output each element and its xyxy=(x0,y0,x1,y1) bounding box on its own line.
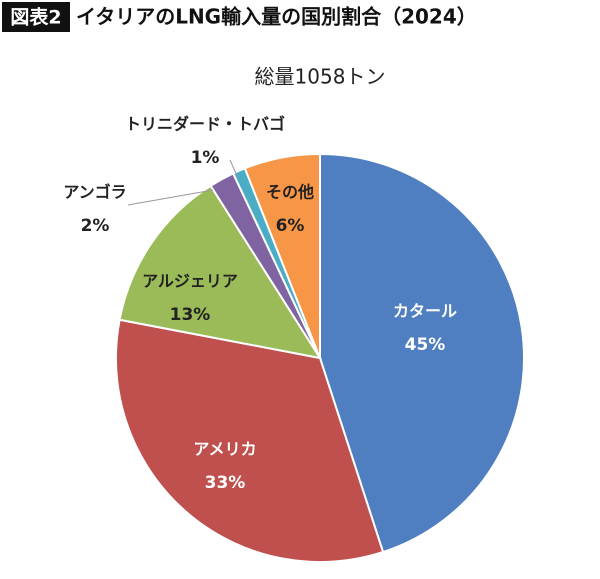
data-label: 45% xyxy=(405,335,446,355)
leader-line xyxy=(127,189,214,206)
data-label: 6% xyxy=(276,216,305,236)
pie-slice xyxy=(319,152,525,554)
slice-label: トリニダード・トバゴ xyxy=(125,115,285,134)
pie-slice xyxy=(243,152,321,359)
slice-label: アンゴラ xyxy=(63,183,126,202)
figure-label: 図表2 xyxy=(10,6,61,29)
data-label: 1% xyxy=(191,148,220,168)
figure-label-box xyxy=(2,2,70,32)
slice-label: カタール xyxy=(393,302,457,321)
chart-title: イタリアのLNG輸入量の国別割合（2024） xyxy=(76,5,477,29)
pie-slice xyxy=(115,318,385,563)
data-label: 2% xyxy=(81,216,110,236)
slice-label: その他 xyxy=(266,183,314,202)
data-label: 13% xyxy=(170,305,211,325)
chart-subtitle: 総量1058トン xyxy=(255,65,386,89)
data-label: 33% xyxy=(205,473,246,493)
slice-label: アルジェリア xyxy=(142,272,238,291)
slice-label: アメリカ xyxy=(193,440,256,459)
leader-line xyxy=(229,159,239,179)
